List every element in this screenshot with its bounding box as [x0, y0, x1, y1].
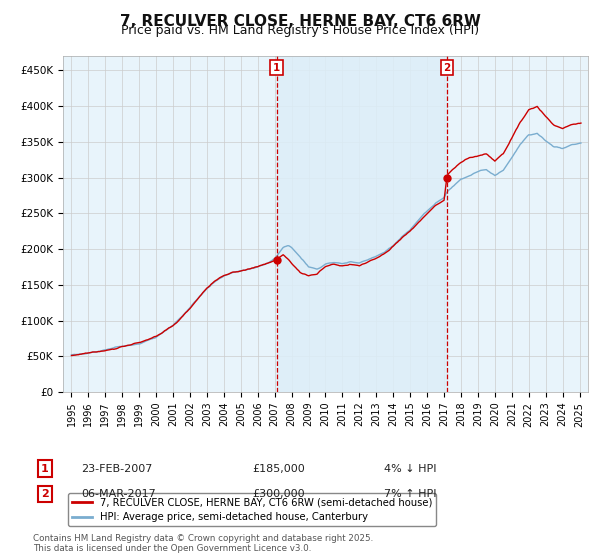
Text: 2: 2: [443, 63, 451, 73]
Text: 7% ↑ HPI: 7% ↑ HPI: [384, 489, 437, 499]
Text: 7, RECULVER CLOSE, HERNE BAY, CT6 6RW: 7, RECULVER CLOSE, HERNE BAY, CT6 6RW: [119, 14, 481, 29]
Text: £185,000: £185,000: [252, 464, 305, 474]
Text: 06-MAR-2017: 06-MAR-2017: [81, 489, 156, 499]
Text: 1: 1: [273, 63, 280, 73]
Text: £300,000: £300,000: [252, 489, 305, 499]
Text: 4% ↓ HPI: 4% ↓ HPI: [384, 464, 437, 474]
Text: 1: 1: [41, 464, 49, 474]
Bar: [277, 56, 447, 392]
Text: 2: 2: [41, 489, 49, 499]
Text: Contains HM Land Registry data © Crown copyright and database right 2025.
This d: Contains HM Land Registry data © Crown c…: [33, 534, 373, 553]
Text: Price paid vs. HM Land Registry's House Price Index (HPI): Price paid vs. HM Land Registry's House …: [121, 24, 479, 37]
Legend: 7, RECULVER CLOSE, HERNE BAY, CT6 6RW (semi-detached house), HPI: Average price,: 7, RECULVER CLOSE, HERNE BAY, CT6 6RW (s…: [68, 493, 436, 526]
Text: 23-FEB-2007: 23-FEB-2007: [81, 464, 152, 474]
